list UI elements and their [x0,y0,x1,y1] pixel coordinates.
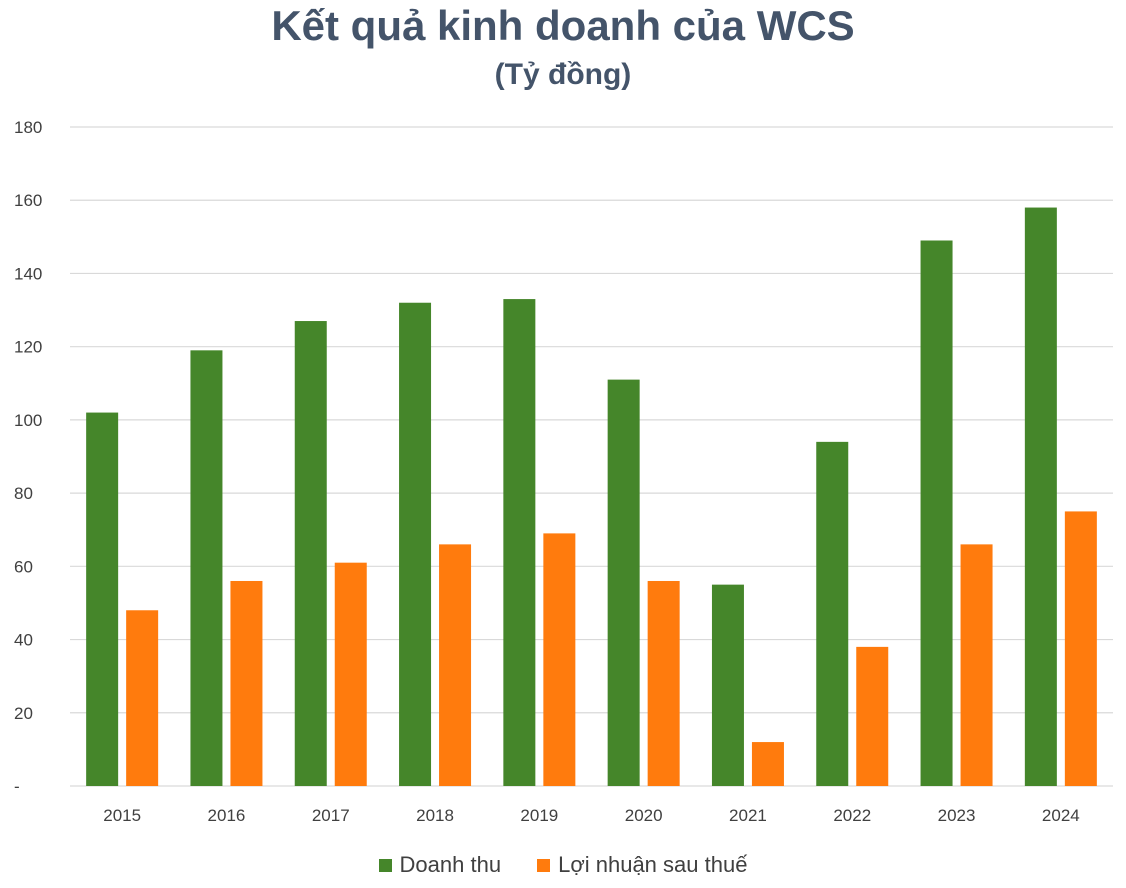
bar-loi-nhuan-2018 [439,544,472,786]
x-tick-label: 2016 [208,806,246,825]
legend-label-doanh-thu: Doanh thu [399,852,502,877]
bar-doanh-thu-2024 [1024,207,1057,787]
x-tick-label: 2015 [103,806,141,825]
y-tick-label: 120 [14,338,42,357]
bar-chart: - 20 40 60 80 100 120 140 160 180 2015 2016 2017 2018… [14,118,1113,825]
x-tick-label: 2024 [1042,806,1080,825]
bar-loi-nhuan-2024 [1064,511,1097,786]
bar-loi-nhuan-2016 [230,580,263,786]
bar-doanh-thu-2019 [503,299,536,786]
bar-loi-nhuan-2023 [960,544,993,786]
y-tick-label: 140 [14,264,42,283]
chart-subtitle: (Tỷ đồng) [494,58,632,91]
x-tick-label: 2019 [520,806,558,825]
y-tick-label: 160 [14,191,42,210]
bar-loi-nhuan-2021 [751,742,784,786]
chart-title: Kết quả kinh doanh của WCS [271,2,855,49]
bar-doanh-thu-2018 [399,302,432,786]
bar-doanh-thu-2021 [711,584,744,786]
bar-loi-nhuan-2015 [126,610,159,786]
legend-label-loi-nhuan: Lợi nhuận sau thuế [558,852,748,877]
legend: Doanh thu Lợi nhuận sau thuế [0,852,1126,878]
bar-doanh-thu-2023 [920,240,953,786]
legend-item-doanh-thu: Doanh thu [378,852,502,878]
legend-swatch-doanh-thu [378,858,392,872]
legend-item-loi-nhuan: Lợi nhuận sau thuế [537,852,747,878]
y-tick-label: 100 [14,411,42,430]
legend-swatch-loi-nhuan [537,858,551,872]
bar-doanh-thu-2017 [294,321,327,786]
y-tick-label: 40 [14,631,33,650]
y-tick-label: 60 [14,557,33,576]
y-tick-label: 80 [14,484,33,503]
x-tick-label: 2017 [312,806,350,825]
y-tick-label: 180 [14,118,42,137]
x-tick-label: 2021 [729,806,767,825]
x-tick-label: 2018 [416,806,454,825]
x-tick-label: 2020 [625,806,663,825]
bar-loi-nhuan-2022 [856,646,889,786]
bar-loi-nhuan-2020 [647,580,680,786]
bar-doanh-thu-2016 [190,350,223,786]
bar-loi-nhuan-2017 [334,562,367,786]
bar-doanh-thu-2015 [86,412,119,786]
x-tick-label: 2022 [833,806,871,825]
bar-doanh-thu-2020 [607,379,640,786]
y-tick-label: 20 [14,704,33,723]
bar-doanh-thu-2022 [816,441,849,786]
x-tick-label: 2023 [938,806,976,825]
bar-loi-nhuan-2019 [543,533,576,786]
y-tick-label: - [14,777,20,796]
